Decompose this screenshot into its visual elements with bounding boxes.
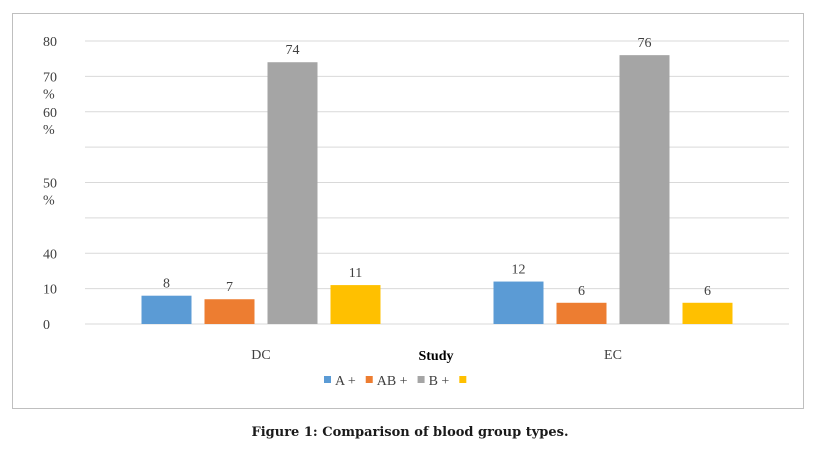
chart-frame: 0 10 40 50% 60% 70% 80 8 7 74 11 12 6 76 6 DC EC Study… xyxy=(12,13,804,409)
legend-swatch xyxy=(417,376,425,383)
y-tick-label: 80 xyxy=(43,35,57,50)
bar xyxy=(682,302,733,324)
data-label: 6 xyxy=(578,284,585,299)
bar-chart: 0 10 40 50 % 60 % 70 % 80 8 7 74 11 12 6 76 6 DC EC Study… xyxy=(43,35,789,389)
data-label: 8 xyxy=(163,277,170,292)
data-labels: 8 7 74 11 12 6 76 6 xyxy=(163,36,711,299)
y-tick-label: 40 xyxy=(43,247,57,262)
bar xyxy=(556,302,607,324)
legend-swatch xyxy=(459,376,467,383)
gridlines xyxy=(85,40,789,325)
legend-swatch xyxy=(324,376,331,383)
bar xyxy=(493,281,544,324)
data-label: 76 xyxy=(638,36,652,51)
data-label: 11 xyxy=(349,266,362,281)
category-label: EC xyxy=(604,348,622,363)
y-tick-label: 50% xyxy=(43,177,57,209)
y-tick-label: 10 xyxy=(43,283,57,298)
x-axis-categories: DC EC xyxy=(251,348,622,363)
data-label: 6 xyxy=(704,284,711,299)
y-tick-label: 0 xyxy=(43,318,50,333)
legend-label: AB + xyxy=(377,374,408,389)
data-label: 74 xyxy=(286,43,300,58)
figure-caption: Figure 1: Comparison of blood group type… xyxy=(251,425,569,440)
legend-label: A + xyxy=(335,374,356,389)
bar xyxy=(619,55,670,325)
legend-swatch xyxy=(365,376,373,383)
bars xyxy=(141,55,733,325)
data-label: 12 xyxy=(512,263,526,278)
data-label: 7 xyxy=(226,280,233,295)
y-tick-label: 60% xyxy=(43,106,57,138)
y-tick-label: 70% xyxy=(43,70,57,102)
x-axis-title: Study xyxy=(418,349,453,364)
legend-label: B + xyxy=(429,374,450,389)
bar xyxy=(330,285,381,324)
category-label: DC xyxy=(251,348,270,363)
bar xyxy=(267,62,318,324)
y-axis-ticks: 0 10 40 50 % 60 % 70 % 80 xyxy=(43,35,57,333)
bar xyxy=(204,299,255,324)
legend: A + AB + B + xyxy=(324,374,467,389)
bar xyxy=(141,295,192,324)
